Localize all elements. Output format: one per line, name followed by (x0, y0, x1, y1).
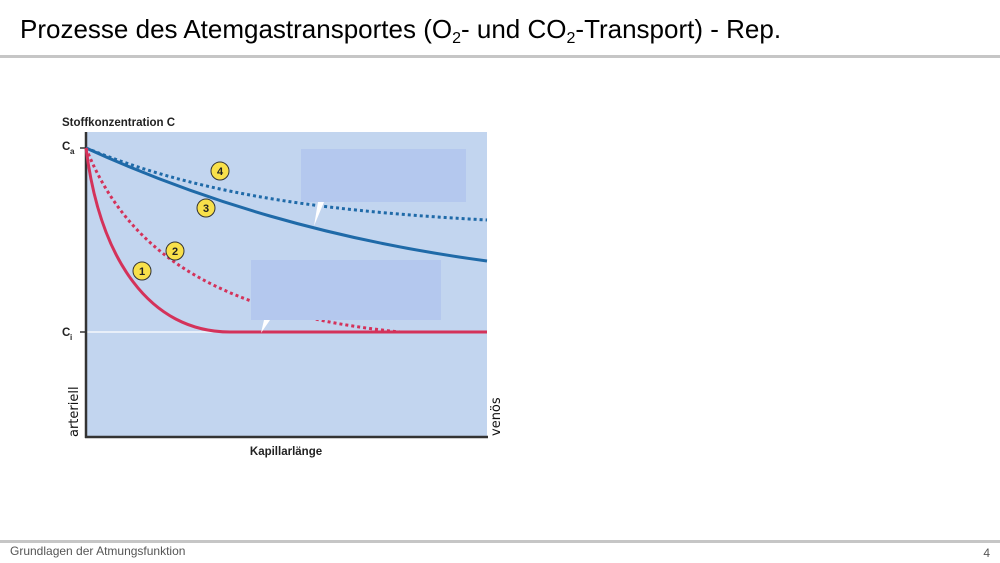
title-divider (0, 55, 1000, 58)
ca-label: C (62, 141, 70, 153)
marker-2: 2 (165, 241, 185, 261)
footer-text: Grundlagen der Atmungsfunktion (10, 544, 186, 558)
svg-text:1: 1 (139, 266, 145, 278)
page-number: 4 (983, 546, 990, 560)
y-axis-label: Stoffkonzentration C (62, 117, 175, 129)
svg-text:2: 2 (172, 246, 178, 258)
marker-1: 1 (132, 261, 152, 281)
slide-title: Prozesse des Atemgastransportes (O2- und… (20, 14, 782, 47)
callout-box-lower (251, 260, 441, 320)
curve-2-red-dotted (84, 147, 487, 334)
callout-box-upper (301, 149, 466, 202)
svg-text:3: 3 (203, 203, 209, 215)
callout-pointer-upper (314, 202, 324, 226)
venoes-label: venös (489, 397, 504, 436)
ca-subscript: a (70, 147, 75, 156)
marker-3: 3 (196, 198, 216, 218)
curve-3-blue-solid (85, 146, 488, 263)
ci-subscript: i (70, 333, 72, 342)
marker-4: 4 (210, 161, 230, 181)
svg-text:4: 4 (217, 166, 224, 178)
x-axis-label: Kapillarlänge (250, 446, 322, 458)
footer-divider (0, 540, 1000, 543)
ci-label: C (62, 327, 70, 339)
arteriell-label: arteriell (67, 386, 82, 437)
curve-4-blue-dotted (85, 146, 488, 222)
callout-pointer-lower (261, 320, 270, 333)
curve-1-red-solid (84, 147, 487, 334)
